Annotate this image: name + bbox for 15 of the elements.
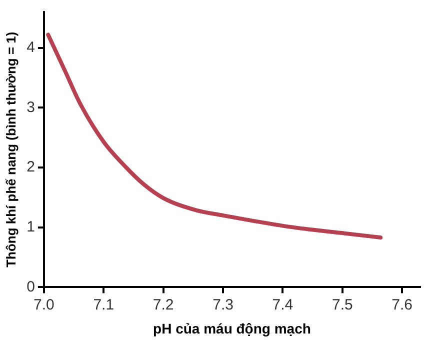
x-tick-label: 7.2 <box>152 296 174 314</box>
x-tick-label: 7.0 <box>34 296 54 314</box>
y-tick-label: 2 <box>26 158 35 176</box>
y-tick-label: 4 <box>26 39 35 56</box>
x-tick-label: 7.6 <box>392 296 413 314</box>
x-tick-label: 7.5 <box>332 296 353 314</box>
y-tick-label: 0 <box>26 278 35 296</box>
y-tick-label: 3 <box>26 98 35 116</box>
x-tick-label: 7.1 <box>93 296 114 314</box>
line-series <box>46 32 383 240</box>
x-tick-label: 7.3 <box>212 296 234 314</box>
x-tick-label: 7.4 <box>272 296 294 314</box>
y-axis-title: Thông khí phế nang (bình thường = 1) <box>3 32 18 268</box>
y-tick-label: 1 <box>26 218 35 236</box>
x-axis-title: pH của máu động mạch <box>153 320 311 336</box>
